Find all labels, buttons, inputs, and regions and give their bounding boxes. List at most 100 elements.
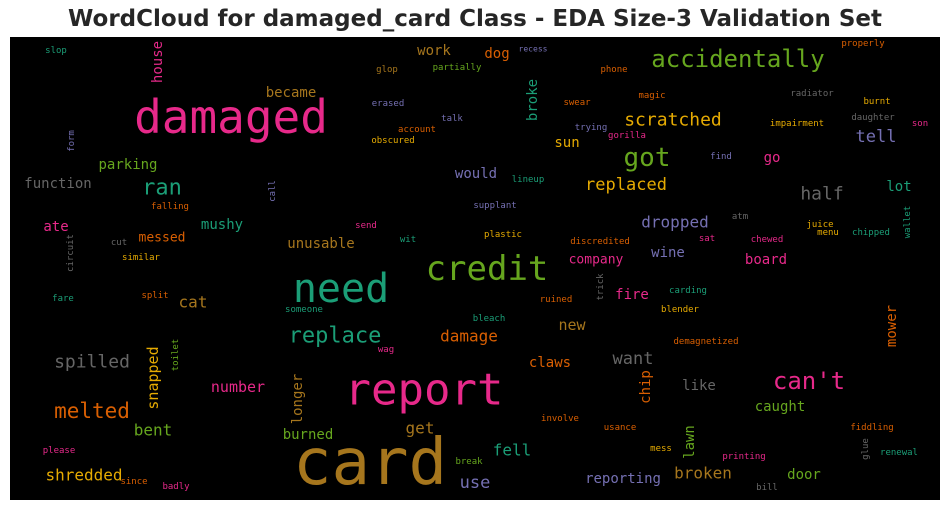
word-please: please	[43, 446, 76, 456]
word-company: company	[569, 253, 624, 268]
word-glop: glop	[376, 65, 398, 75]
word-account: account	[398, 125, 436, 135]
word-juice: juice	[806, 220, 833, 230]
word-can-t: can't	[773, 367, 845, 395]
word-tell: tell	[856, 127, 897, 147]
word-fell: fell	[493, 441, 532, 460]
word-replaced: replaced	[585, 175, 667, 195]
word-renewal: renewal	[880, 448, 918, 458]
word-usance: usance	[604, 423, 637, 433]
word-bill: bill	[756, 483, 778, 493]
word-printing: printing	[722, 452, 765, 462]
chart-title: WordCloud for damaged_card Class - EDA S…	[67, 6, 883, 32]
word-split: split	[141, 291, 168, 301]
word-similar: similar	[122, 253, 161, 263]
word-parking: parking	[98, 157, 157, 173]
word-scratched: scratched	[624, 110, 722, 131]
word-longer: longer	[290, 374, 306, 425]
word-chip: chip	[638, 370, 654, 404]
word-someone: someone	[285, 305, 323, 315]
word-circuit: circuit	[66, 234, 76, 272]
word-atm: atm	[732, 212, 748, 222]
word-would: would	[455, 166, 497, 182]
word-partially: partially	[433, 63, 482, 73]
word-falling: falling	[151, 202, 189, 212]
word-new: new	[558, 316, 586, 334]
word-chewed: chewed	[751, 235, 784, 245]
word-glue: glue	[861, 438, 871, 460]
word-find: find	[710, 152, 732, 162]
word-snapped: snapped	[144, 346, 162, 409]
word-messed: messed	[139, 231, 186, 246]
word-claws: claws	[529, 355, 571, 371]
word-phone: phone	[600, 65, 627, 75]
word-form: form	[67, 130, 77, 152]
word-sat: sat	[699, 234, 715, 244]
word-house: house	[150, 41, 166, 83]
word-need: need	[293, 266, 389, 312]
word-lineup: lineup	[512, 175, 545, 185]
word-gorilla: gorilla	[608, 131, 646, 141]
word-get: get	[406, 419, 435, 438]
word-ruined: ruined	[540, 295, 573, 305]
word-reporting: reporting	[585, 471, 661, 487]
word-properly: properly	[841, 39, 885, 49]
word-spilled: spilled	[54, 352, 130, 373]
word-fiddling: fiddling	[850, 423, 893, 433]
word-ate: ate	[43, 219, 68, 235]
word-mushy: mushy	[201, 217, 243, 233]
word-report: report	[345, 365, 504, 416]
word-wine: wine	[651, 245, 685, 261]
word-work: work	[417, 43, 451, 59]
word-wag: wag	[378, 345, 394, 355]
word-dropped: dropped	[641, 213, 708, 232]
word-send: send	[355, 221, 377, 231]
word-magic: magic	[638, 91, 665, 101]
word-badly: badly	[162, 482, 190, 492]
word-demagnetized: demagnetized	[673, 337, 738, 347]
word-swear: swear	[563, 98, 591, 108]
word-plastic: plastic	[484, 230, 522, 240]
word-caught: caught	[755, 399, 806, 415]
word-card: card	[293, 426, 447, 500]
word-want: want	[613, 349, 654, 369]
word-toilet: toilet	[171, 339, 181, 372]
word-break: break	[455, 457, 483, 467]
wordcloud-canvas: card damaged report need credit accidentally g…	[10, 37, 940, 500]
word-damage: damage	[440, 327, 498, 346]
word-mess: mess	[650, 444, 672, 454]
word-number: number	[211, 378, 265, 396]
word-involve: involve	[541, 414, 579, 424]
word-impairment: impairment	[770, 119, 824, 129]
word-bent: bent	[134, 421, 173, 440]
word-supplant: supplant	[473, 201, 516, 211]
word-discredited: discredited	[570, 237, 630, 247]
word-unusable: unusable	[287, 236, 354, 252]
word-became: became	[266, 85, 317, 101]
word-half: half	[800, 184, 843, 205]
word-talk: talk	[441, 114, 463, 124]
word-credit: credit	[426, 249, 549, 289]
word-cat: cat	[179, 293, 208, 312]
word-melted: melted	[54, 399, 130, 423]
word-sun: sun	[554, 135, 579, 151]
word-fare: fare	[52, 294, 74, 304]
word-door: door	[787, 467, 821, 483]
word-burnt: burnt	[863, 97, 890, 107]
word-trick: trick	[596, 273, 606, 301]
word-dog: dog	[484, 46, 509, 62]
word-got: got	[624, 143, 671, 173]
word-shredded: shredded	[45, 466, 122, 485]
word-wit: wit	[400, 235, 416, 245]
word-son: son	[912, 119, 928, 129]
word-broken: broken	[674, 464, 732, 483]
word-menu: menu	[817, 228, 839, 238]
word-erased: erased	[372, 99, 405, 109]
word-go: go	[764, 150, 781, 166]
word-ran: ran	[142, 176, 182, 201]
word-recess: recess	[519, 45, 548, 54]
word-broke: broke	[525, 79, 541, 121]
word-replace: replace	[289, 324, 382, 349]
word-radiator: radiator	[790, 89, 834, 99]
word-slop: slop	[45, 46, 67, 56]
